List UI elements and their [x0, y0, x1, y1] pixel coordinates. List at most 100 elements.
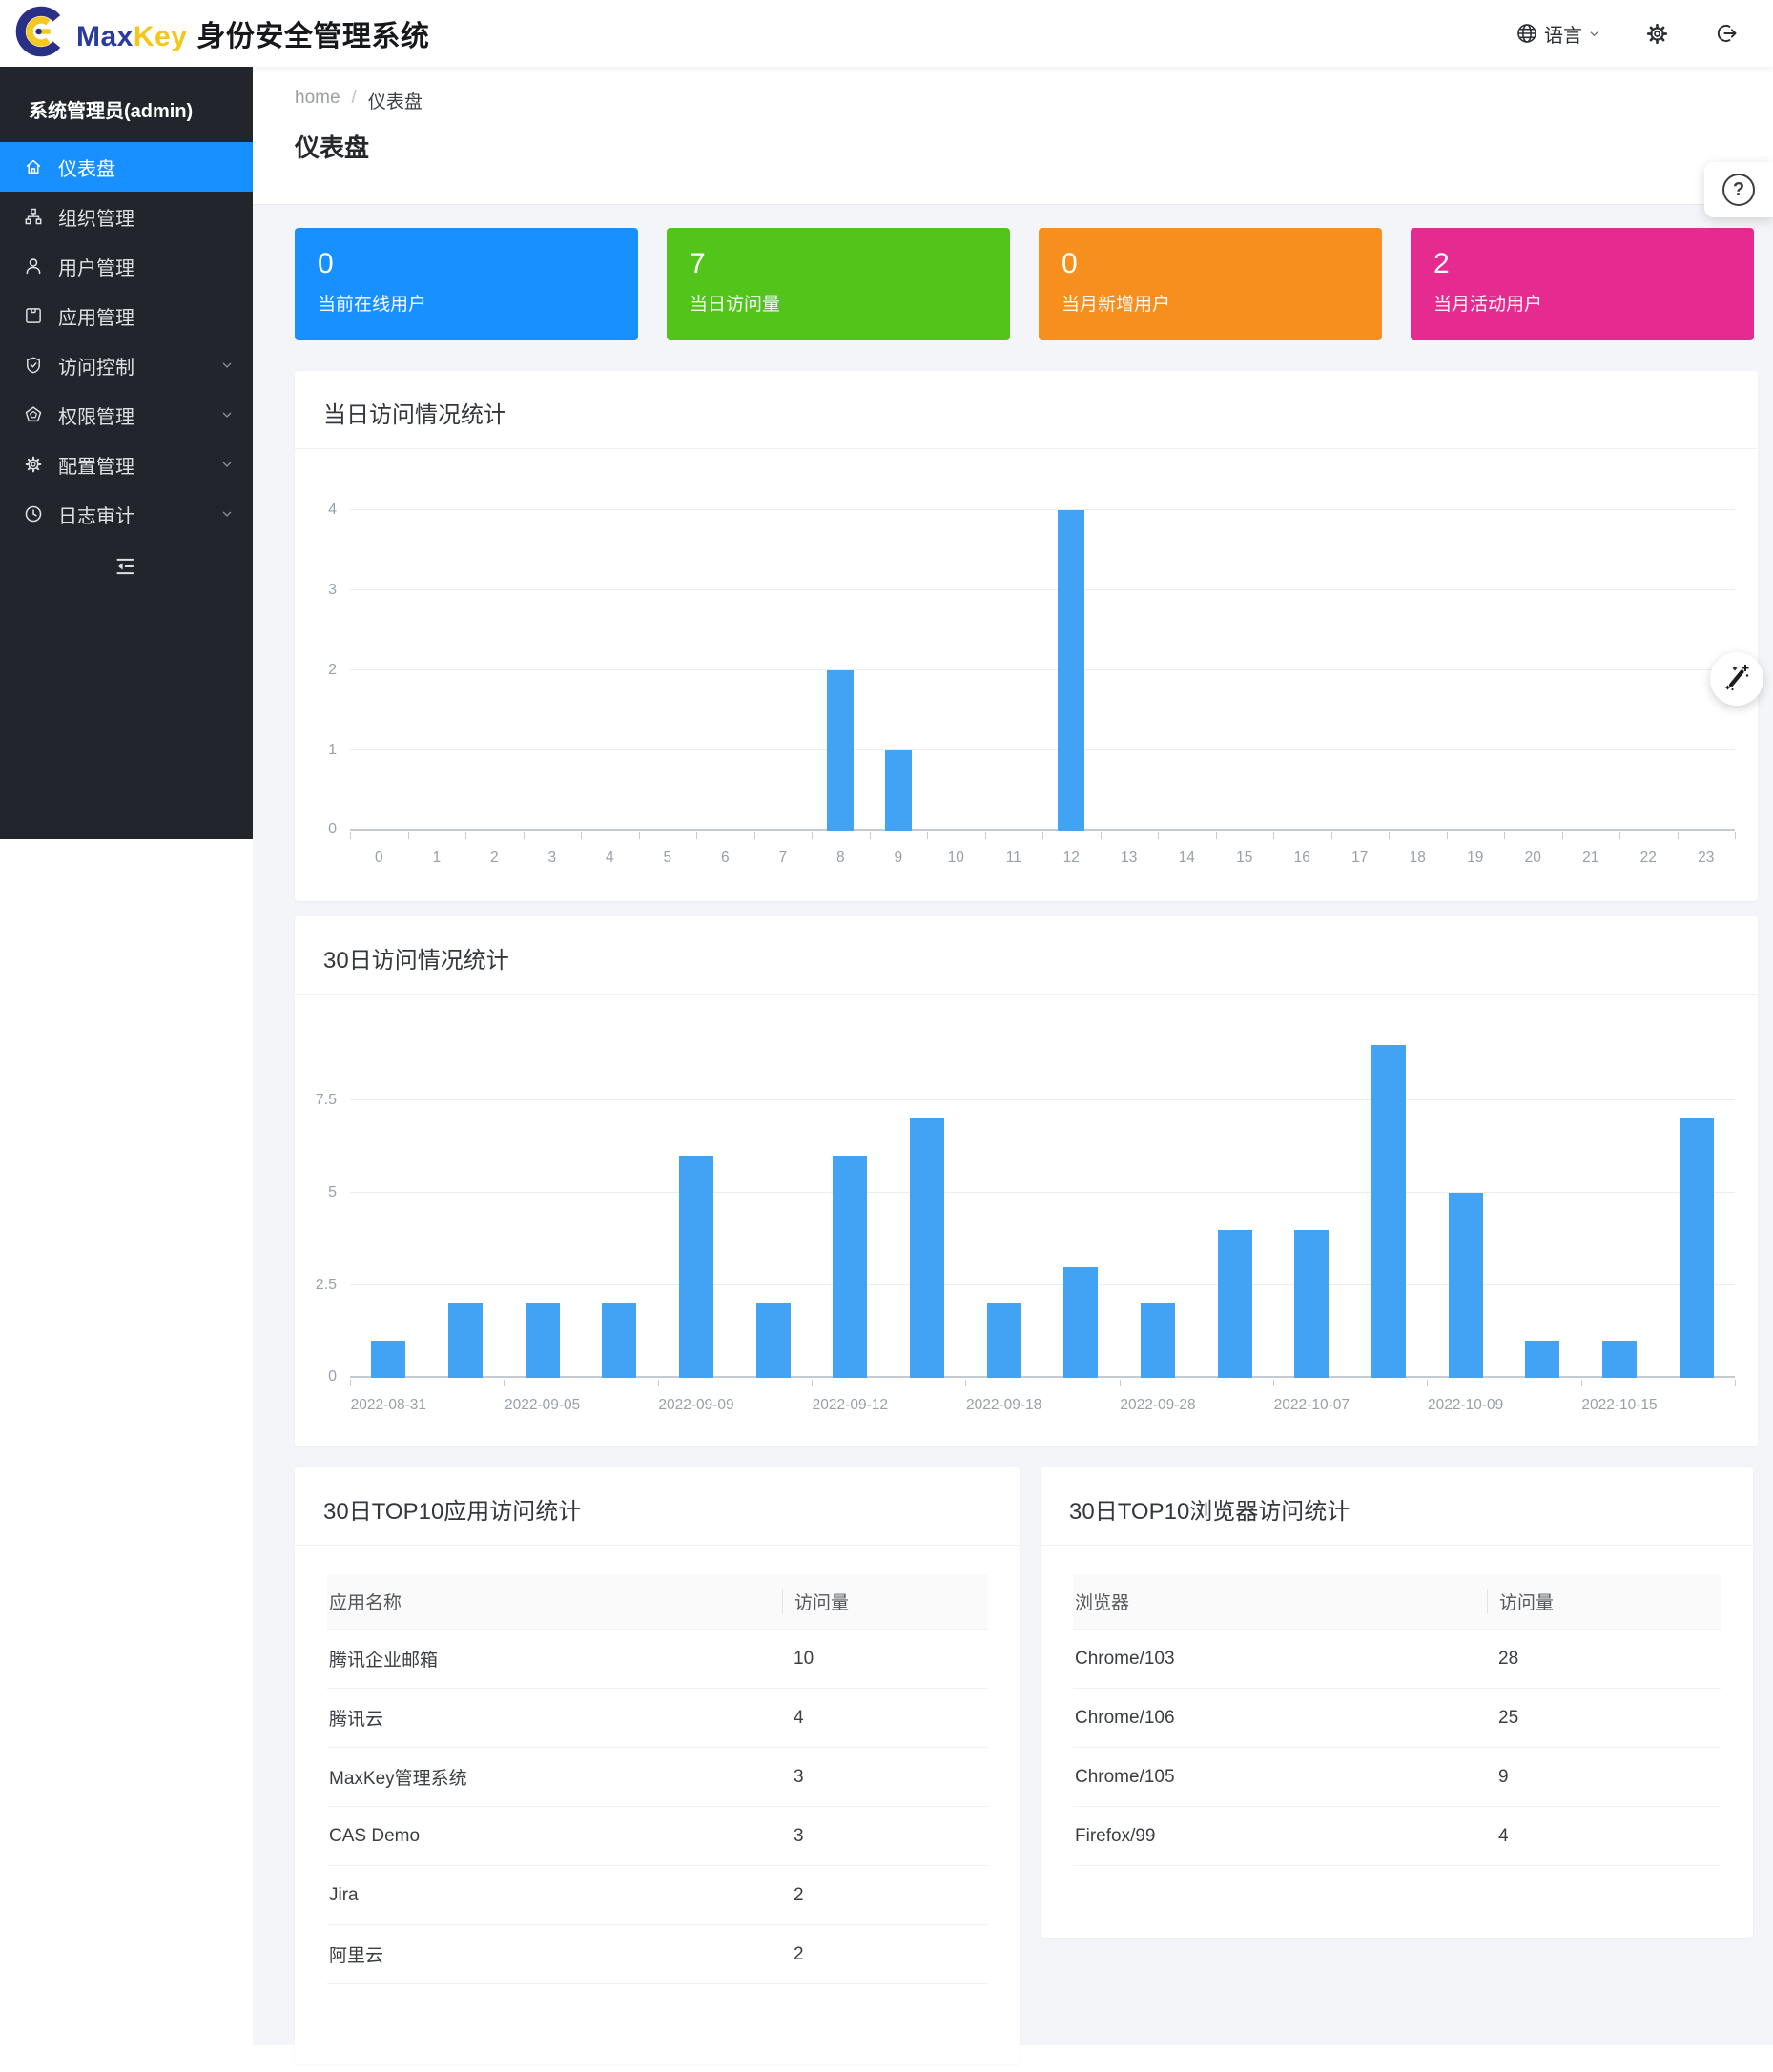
y-axis-label: 4: [328, 501, 337, 518]
x-axis-label: 14: [1178, 850, 1195, 866]
sidebar-item-pentagon[interactable]: 权限管理: [0, 390, 253, 440]
table-card-browsers: 30日TOP10浏览器访问统计 浏览器 访问量 Chrome/103 28 Chrome…: [1041, 1467, 1753, 1938]
x-axis-label: 1: [432, 850, 442, 866]
table-row: Jira 2: [327, 1866, 987, 1925]
axis-tick: [1735, 832, 1736, 839]
sidebar-item-label: 日志审计: [58, 505, 134, 527]
x-axis-label: 5: [663, 850, 672, 866]
axis-tick: [1580, 1380, 1582, 1386]
divider: [1041, 1545, 1753, 1546]
stat-label: 当月新增用户: [1062, 295, 1171, 315]
chart-bar: [1602, 1341, 1637, 1378]
sidebar-item-shield[interactable]: 访问控制: [0, 340, 253, 390]
sidebar-item-home[interactable]: 仪表盘: [0, 142, 253, 192]
gridline: 2: [328, 662, 1735, 678]
table-cell-visits: 4: [1498, 1825, 1509, 1846]
table-row: Chrome/105 9: [1073, 1748, 1721, 1807]
table-title-browsers: 30日TOP10浏览器访问统计: [1069, 1499, 1350, 1525]
axis-tick: [1735, 1380, 1736, 1386]
table-title-apps: 30日TOP10应用访问统计: [323, 1499, 582, 1525]
y-axis-label: 7.5: [315, 1091, 337, 1108]
help-button[interactable]: ?: [1704, 162, 1773, 217]
home-icon: [23, 156, 44, 177]
x-axis-label: 2022-09-05: [505, 1397, 581, 1413]
axis-tick: [927, 832, 928, 839]
x-axis-label: 4: [605, 850, 614, 866]
gridline: 1: [328, 742, 1735, 758]
table-header-cell: 访问量: [1487, 1589, 1721, 1614]
axis-tick: [523, 832, 525, 839]
table-header-row: 浏览器 访问量: [1073, 1574, 1721, 1630]
axis-tick: [407, 832, 409, 839]
sidebar-item-app[interactable]: 应用管理: [0, 291, 253, 340]
y-axis-label: 0: [328, 821, 337, 837]
sidebar-item-gear[interactable]: 配置管理: [0, 440, 253, 489]
stat-value: 0: [318, 248, 334, 279]
sidebar-collapse-button[interactable]: [0, 554, 253, 584]
chart-bar: [525, 1303, 560, 1378]
sidebar-item-label: 配置管理: [58, 456, 134, 478]
axis-tick: [1619, 832, 1620, 839]
stat-label: 当月活动用户: [1433, 295, 1543, 315]
table-cell-visits: 2: [794, 1943, 804, 1964]
axis-tick: [869, 832, 871, 839]
sidebar-item-user[interactable]: 用户管理: [0, 241, 253, 291]
axis-tick: [1100, 832, 1102, 839]
chart-bar: [1063, 1266, 1099, 1378]
pentagon-icon: [23, 404, 44, 425]
divider: [295, 994, 1758, 995]
table-header-cell: 浏览器: [1075, 1593, 1130, 1613]
gridline: 4: [328, 502, 1735, 518]
chevron-down-icon: [220, 359, 234, 372]
chart-title-monthly: 30日访问情况统计: [323, 948, 509, 974]
x-axis-label: 17: [1351, 850, 1369, 866]
axis-tick: [1389, 832, 1390, 839]
chevron-down-icon: [220, 408, 234, 421]
language-button[interactable]: 语言: [1515, 20, 1600, 48]
chart-bar: [1679, 1118, 1714, 1378]
x-axis-label: 19: [1467, 850, 1484, 866]
sidebar-item-clock[interactable]: 日志审计: [0, 489, 253, 539]
chart-bar: [679, 1156, 713, 1378]
settings-button[interactable]: [1644, 21, 1670, 47]
sidebar-item-org[interactable]: 组织管理: [0, 192, 253, 241]
table-cell-visits: 3: [794, 1825, 804, 1846]
x-axis-label: 7: [778, 850, 788, 866]
table-row: CAS Demo 3: [327, 1807, 987, 1866]
chart-bar: [1217, 1229, 1252, 1378]
breadcrumb-separator: /: [351, 88, 357, 108]
clock-icon: [23, 503, 44, 524]
brand-key: Key: [133, 21, 188, 52]
sidebar-item-label: 权限管理: [58, 406, 134, 428]
table-apps: 应用名称 访问量 腾讯企业邮箱 10 腾讯云 4 MaxKey管理系统 3 CAS Demo 3 J…: [295, 1546, 1020, 2022]
x-axis-label: 11: [1005, 850, 1021, 866]
axis-tick: [812, 1380, 813, 1386]
logout-button[interactable]: [1714, 21, 1739, 46]
table-cell-visits: 25: [1498, 1707, 1519, 1728]
gridline: 0: [328, 821, 1735, 837]
main-area: home / 仪表盘 仪表盘 0 当前在线用户 7 当日访问量 0 当月新增用户 2 当月活动…: [253, 67, 1773, 2064]
chart-bar: [827, 670, 855, 831]
y-axis-label: 0: [328, 1368, 337, 1385]
axis-tick: [1273, 832, 1274, 839]
chart-plot-1-labels: 0 1 2 3 4 5 6 7 8 9 10 11 12 13 14 15 16 17 18 19 20 21 22 23: [350, 842, 1735, 876]
breadcrumb-home-link[interactable]: home: [295, 88, 340, 108]
chart-bar: [448, 1303, 483, 1378]
x-axis-label: 2022-09-12: [812, 1397, 888, 1413]
chart-bar: [371, 1341, 406, 1378]
x-axis-label: 3: [547, 850, 557, 866]
magic-wand-button[interactable]: [1710, 652, 1763, 706]
table-card-apps: 30日TOP10应用访问统计 应用名称 访问量 腾讯企业邮箱 10 腾讯云 4 MaxKey…: [295, 1467, 1020, 2064]
table-header-cell: 应用名称: [329, 1593, 402, 1613]
chevron-down-icon: [1588, 28, 1600, 40]
table-cell-name: MaxKey管理系统: [329, 1769, 467, 1789]
chart-bar: [833, 1156, 868, 1378]
x-axis-label: 2022-10-07: [1273, 1397, 1350, 1413]
table-cell-visits: 9: [1498, 1766, 1509, 1787]
brand-title: 身份安全管理系统: [196, 21, 430, 52]
globe-icon: [1515, 22, 1538, 45]
x-axis-label: 15: [1236, 850, 1253, 866]
table-cell-name: Jira: [329, 1884, 359, 1905]
divider: [295, 448, 1758, 449]
stat-card: 0 当前在线用户: [295, 228, 638, 340]
